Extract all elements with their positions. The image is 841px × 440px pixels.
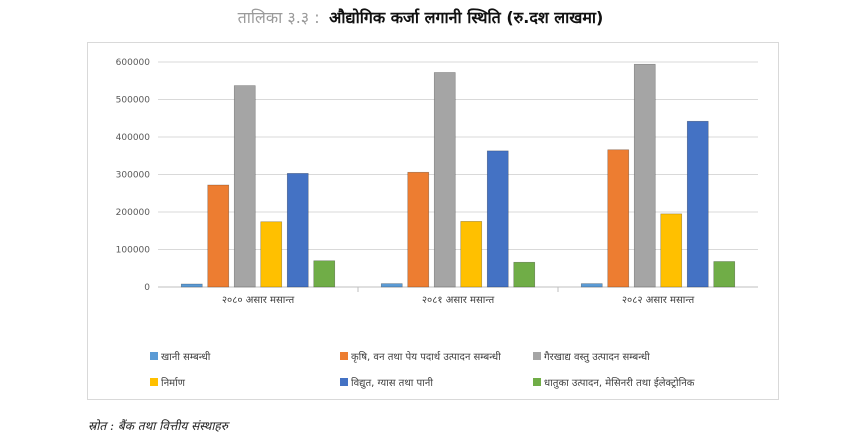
bar: [660, 213, 683, 288]
legend-swatch: [150, 378, 158, 386]
y-tick-label: 200000: [116, 208, 151, 218]
y-tick-label: 0: [144, 283, 150, 293]
x-tick-label: २०८० असार मसान्त: [222, 295, 295, 306]
chart-frame: [87, 42, 779, 400]
legend-swatch: [340, 352, 348, 360]
bar: [713, 261, 736, 288]
bar: [633, 63, 656, 288]
y-tick-label: 100000: [116, 246, 151, 256]
legend-swatch: [533, 378, 541, 386]
bar: [580, 283, 603, 288]
legend-label: कृषि, वन तथा पेय पदार्थ उत्पादन सम्बन्धी: [351, 352, 501, 363]
bar: [180, 283, 203, 288]
y-tick-label: 500000: [116, 96, 151, 106]
bar: [233, 85, 256, 288]
legend-swatch: [150, 352, 158, 360]
title-text: औद्योगिक कर्जा लगानी स्थिति: [329, 8, 501, 27]
legend-label: विद्युत, ग्यास तथा पानी: [351, 378, 433, 389]
y-tick-label: 300000: [116, 171, 151, 181]
y-tick-label: 600000: [116, 58, 151, 68]
y-tick-label: 400000: [116, 133, 151, 143]
bar: [207, 184, 230, 288]
legend-item: धातुका उत्पादन, मेसिनरी तथा ईलेक्ट्रोनिक: [533, 375, 694, 389]
table-number: तालिका ३.३ :: [237, 8, 320, 27]
bar: [486, 150, 509, 288]
legend-swatch: [533, 352, 541, 360]
bar: [513, 261, 536, 288]
title-unit: (रु.दश लाखमा): [506, 8, 604, 27]
x-tick-label: २०८१ असार मसान्त: [422, 295, 495, 306]
bar: [313, 260, 336, 288]
bar: [460, 221, 483, 288]
legend-item: गैरखाद्य वस्तु उत्पादन सम्बन्धी: [533, 349, 650, 363]
legend-item: विद्युत, ग्यास तथा पानी: [340, 375, 433, 389]
legend-item: खानी सम्बन्धी: [150, 349, 210, 363]
bar: [380, 283, 403, 288]
bar: [260, 221, 283, 288]
x-tick-label: २०८२ असार मसान्त: [622, 295, 695, 306]
legend-swatch: [340, 378, 348, 386]
legend-item: कृषि, वन तथा पेय पदार्थ उत्पादन सम्बन्धी: [340, 349, 501, 363]
bar: [407, 171, 430, 288]
bar: [286, 173, 309, 288]
bar: [433, 72, 456, 288]
source-note: स्रोत : बैंक तथा वित्तीय संस्थाहरु: [88, 419, 228, 433]
legend-label: धातुका उत्पादन, मेसिनरी तथा ईलेक्ट्रोनिक: [544, 378, 695, 389]
legend-label: निर्माण: [161, 378, 185, 389]
bar: [686, 120, 709, 288]
legend-label: खानी सम्बन्धी: [161, 352, 211, 363]
bar: [607, 149, 630, 288]
legend-item: निर्माण: [150, 375, 185, 389]
chart-title: तालिका ३.३ : औद्योगिक कर्जा लगानी स्थिति…: [0, 6, 841, 28]
legend-label: गैरखाद्य वस्तु उत्पादन सम्बन्धी: [544, 352, 650, 363]
